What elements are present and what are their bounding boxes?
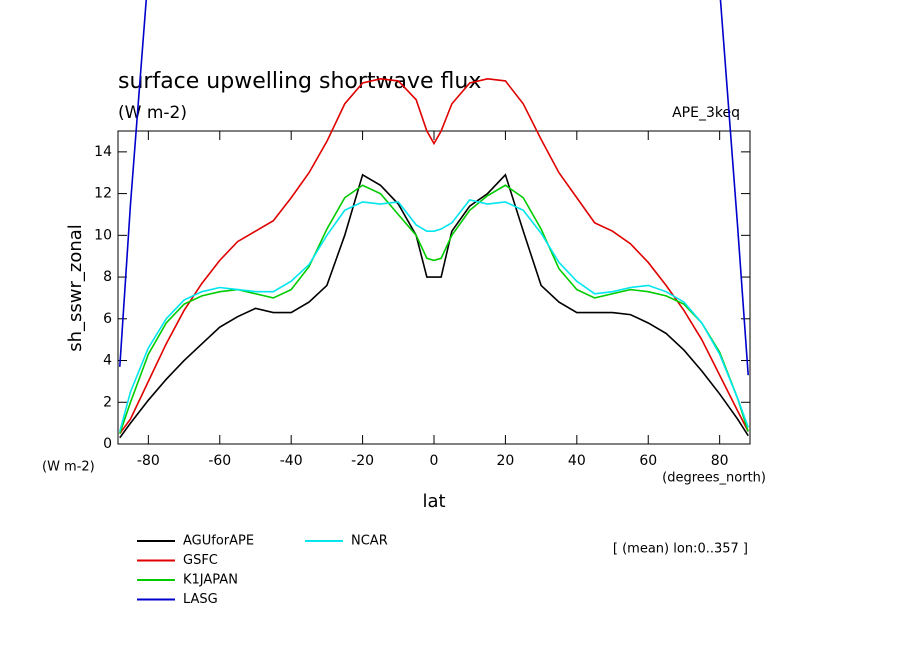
y-tick-label: 14 bbox=[94, 144, 112, 160]
x-tick-label: 60 bbox=[639, 453, 657, 469]
x-tick-label: -20 bbox=[351, 453, 374, 469]
y-tick-label: 0 bbox=[103, 436, 112, 452]
y-tick-label: 4 bbox=[103, 353, 112, 369]
x-tick-label: -80 bbox=[137, 453, 160, 469]
x-tick-label: 0 bbox=[430, 453, 439, 469]
series-line bbox=[119, 184, 749, 434]
series-line bbox=[119, 78, 749, 435]
x-tick-label: 20 bbox=[496, 453, 514, 469]
x-tick-label: -40 bbox=[280, 453, 303, 469]
x-tick-label: 40 bbox=[568, 453, 586, 469]
x-tick-label: -60 bbox=[208, 453, 231, 469]
x-units: (degrees_north) bbox=[662, 471, 766, 486]
chart-title: surface upwelling shortwave flux bbox=[118, 69, 481, 94]
series-line bbox=[119, 173, 749, 439]
dataset-label: APE_3keq bbox=[672, 105, 740, 121]
series-line bbox=[119, 198, 749, 432]
legend-label: GSFC bbox=[183, 553, 218, 568]
x-tick-label: 80 bbox=[711, 453, 729, 469]
y-tick-label: 2 bbox=[103, 394, 112, 410]
legend-label: NCAR bbox=[351, 534, 388, 549]
y-tick-label: 12 bbox=[94, 186, 112, 202]
legend-label: AGUforAPE bbox=[183, 534, 254, 549]
x-axis-label: lat bbox=[422, 491, 445, 512]
y-tick-label: 8 bbox=[103, 269, 112, 285]
y-units: (W m-2) bbox=[42, 460, 95, 475]
y-axis-label: sh_sswr_zonal bbox=[65, 224, 86, 352]
y-tick-label: 6 bbox=[103, 311, 112, 327]
note: [ (mean) lon:0..357 ] bbox=[613, 542, 748, 557]
legend-label: LASG bbox=[183, 592, 218, 607]
series-line bbox=[118, 0, 750, 376]
legend-label: K1JAPAN bbox=[183, 573, 238, 588]
y-tick-label: 10 bbox=[94, 227, 112, 243]
chart-subtitle: (W m-2) bbox=[118, 103, 187, 123]
